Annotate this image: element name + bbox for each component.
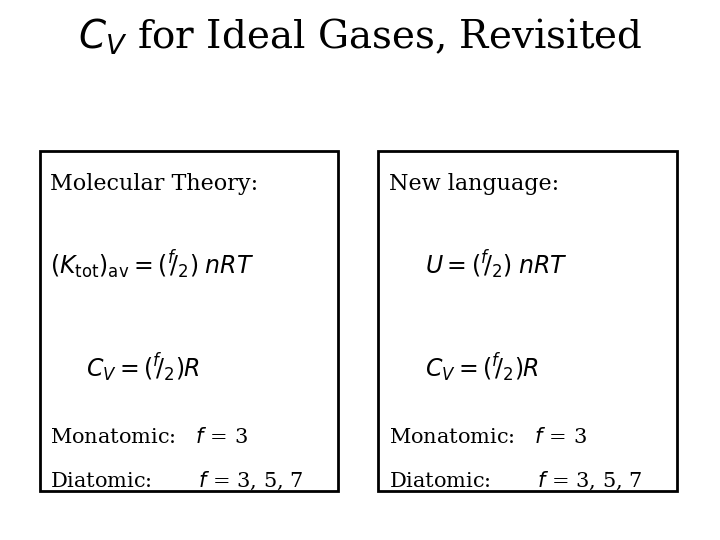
Text: $C_V = ({}^f\!/_2)R$: $C_V = ({}^f\!/_2)R$ (425, 351, 539, 384)
Text: Monatomic:   $f$ = 3: Monatomic: $f$ = 3 (389, 427, 587, 447)
Text: New language:: New language: (389, 173, 559, 195)
Text: $(K_{\mathrm{tot}})_{\mathrm{av}} = ({}^f\!/_2)\; nRT$: $(K_{\mathrm{tot}})_{\mathrm{av}} = ({}^… (50, 248, 255, 281)
Text: Diatomic:       $f$ = 3, 5, 7: Diatomic: $f$ = 3, 5, 7 (389, 470, 642, 492)
Text: Diatomic:       $f$ = 3, 5, 7: Diatomic: $f$ = 3, 5, 7 (50, 470, 304, 492)
Text: Molecular Theory:: Molecular Theory: (50, 173, 258, 195)
FancyBboxPatch shape (378, 151, 677, 491)
Text: Monatomic:   $f$ = 3: Monatomic: $f$ = 3 (50, 427, 248, 447)
Text: $C_V$ for Ideal Gases, Revisited: $C_V$ for Ideal Gases, Revisited (78, 16, 642, 57)
FancyBboxPatch shape (40, 151, 338, 491)
Text: $U = ({}^f\!/_2)\; nRT$: $U = ({}^f\!/_2)\; nRT$ (425, 248, 567, 281)
Text: $C_V = ({}^f\!/_2)R$: $C_V = ({}^f\!/_2)R$ (86, 351, 200, 384)
